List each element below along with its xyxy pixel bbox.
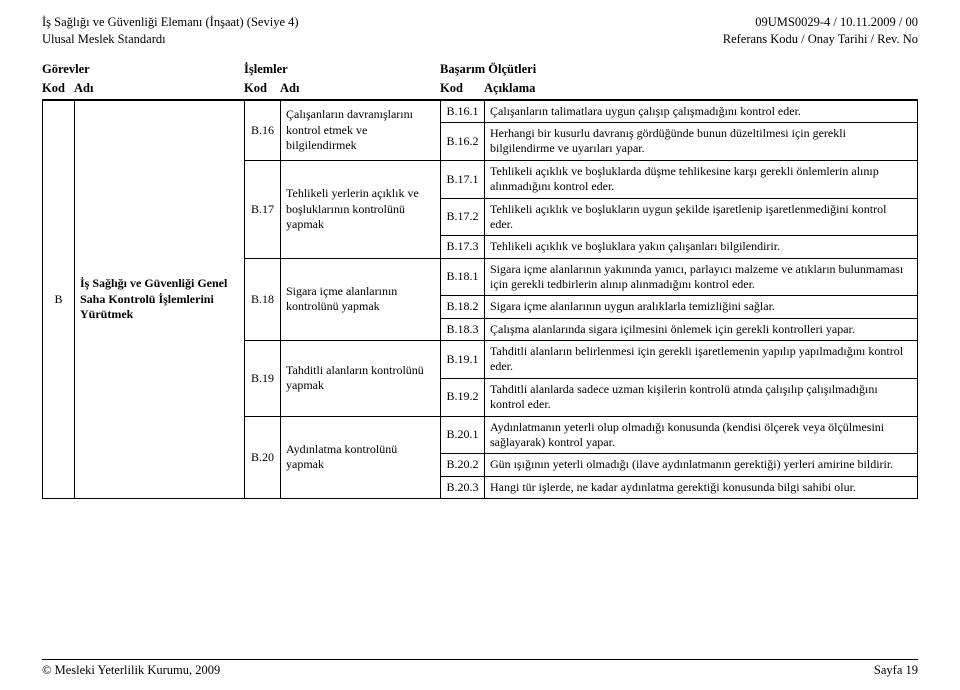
subhead-kod-1: Kod	[42, 81, 74, 96]
islem-kod: B.18	[245, 258, 281, 340]
islem-adi: Tahditli alanların kontrolünü yapmak	[281, 341, 441, 416]
kriter-txt: Tehlikeli açıklık ve boşluklarda düşme t…	[485, 160, 918, 198]
kriter-kod: B.20.1	[441, 416, 485, 454]
kriter-kod: B.19.2	[441, 378, 485, 416]
heading-gorevler: Görevler	[42, 62, 244, 77]
kriter-txt: Tehlikeli açıklık ve boşluklara yakın ça…	[485, 236, 918, 258]
islem-kod: B.16	[245, 100, 281, 160]
subhead-adi-2: Adı	[280, 81, 440, 96]
page-footer: © Mesleki Yeterlilik Kurumu, 2009 Sayfa …	[42, 659, 918, 678]
section-headings: Görevler İşlemler Başarım Ölçütleri	[42, 62, 918, 77]
islem-kod: B.19	[245, 341, 281, 416]
kriter-kod: B.18.3	[441, 318, 485, 340]
header-left: İş Sağlığı ve Güvenliği Elemanı (İnşaat)…	[42, 14, 299, 48]
header-right-line1: 09UMS0029-4 / 10.11.2009 / 00	[723, 14, 918, 31]
kriter-txt: Çalışma alanlarında sigara içilmesini ön…	[485, 318, 918, 340]
kriter-kod: B.20.3	[441, 476, 485, 498]
kriter-txt: Herhangi bir kusurlu davranış gördüğünde…	[485, 123, 918, 161]
footer-right: Sayfa 19	[874, 663, 918, 678]
kriter-kod: B.16.2	[441, 123, 485, 161]
islem-kod: B.17	[245, 160, 281, 258]
kriter-txt: Gün ışığının yeterli olmadığı (ilave ayd…	[485, 454, 918, 476]
kriter-txt: Aydınlatmanın yeterli olup olmadığı konu…	[485, 416, 918, 454]
header-left-line1: İş Sağlığı ve Güvenliği Elemanı (İnşaat)…	[42, 14, 299, 31]
kriter-txt: Çalışanların talimatlara uygun çalışıp ç…	[485, 100, 918, 122]
subheadings: Kod Adı Kod Adı Kod Açıklama	[42, 81, 918, 100]
kriter-kod: B.19.1	[441, 341, 485, 379]
kriter-kod: B.17.1	[441, 160, 485, 198]
page-header: İş Sağlığı ve Güvenliği Elemanı (İnşaat)…	[42, 14, 918, 48]
kriter-kod: B.18.2	[441, 296, 485, 318]
subhead-aciklama: Açıklama	[484, 81, 918, 96]
subhead-kod-3: Kod	[440, 81, 484, 96]
footer-left: © Mesleki Yeterlilik Kurumu, 2009	[42, 663, 220, 678]
kriter-kod: B.17.3	[441, 236, 485, 258]
kriter-txt: Hangi tür işlerde, ne kadar aydınlatma g…	[485, 476, 918, 498]
heading-islemler: İşlemler	[244, 62, 440, 77]
kriter-kod: B.18.1	[441, 258, 485, 296]
islem-adi: Tehlikeli yerlerin açıklık ve boşlukları…	[281, 160, 441, 258]
heading-basarim: Başarım Ölçütleri	[440, 62, 918, 77]
subhead-kod-2: Kod	[244, 81, 280, 96]
kriter-txt: Tehlikeli açıklık ve boşlukların uygun ş…	[485, 198, 918, 236]
gorev-kod: B	[43, 100, 75, 498]
header-right: 09UMS0029-4 / 10.11.2009 / 00 Referans K…	[723, 14, 918, 48]
kriter-kod: B.20.2	[441, 454, 485, 476]
gorev-adi: İş Sağlığı ve Güvenliği Genel Saha Kontr…	[75, 100, 245, 498]
kriter-txt: Sigara içme alanlarının yakınında yanıcı…	[485, 258, 918, 296]
islem-adi: Aydınlatma kontrolünü yapmak	[281, 416, 441, 498]
table-row: B İş Sağlığı ve Güvenliği Genel Saha Kon…	[43, 100, 918, 122]
islem-adi: Çalışanların davranışlarını kontrol etme…	[281, 100, 441, 160]
page-container: { "header": { "left_line1": "İş Sağlığı …	[0, 0, 960, 690]
kriter-txt: Tahditli alanların belirlenmesi için ger…	[485, 341, 918, 379]
kriter-kod: B.16.1	[441, 100, 485, 122]
islem-adi: Sigara içme alanlarının kontrolünü yapma…	[281, 258, 441, 340]
header-left-line2: Ulusal Meslek Standardı	[42, 31, 299, 48]
kriter-kod: B.17.2	[441, 198, 485, 236]
kriter-txt: Tahditli alanlarda sadece uzman kişileri…	[485, 378, 918, 416]
subhead-adi-1: Adı	[74, 81, 244, 96]
header-right-line2: Referans Kodu / Onay Tarihi / Rev. No	[723, 31, 918, 48]
kriter-txt: Sigara içme alanlarının uygun aralıklarl…	[485, 296, 918, 318]
islem-kod: B.20	[245, 416, 281, 498]
criteria-table: B İş Sağlığı ve Güvenliği Genel Saha Kon…	[42, 100, 918, 499]
